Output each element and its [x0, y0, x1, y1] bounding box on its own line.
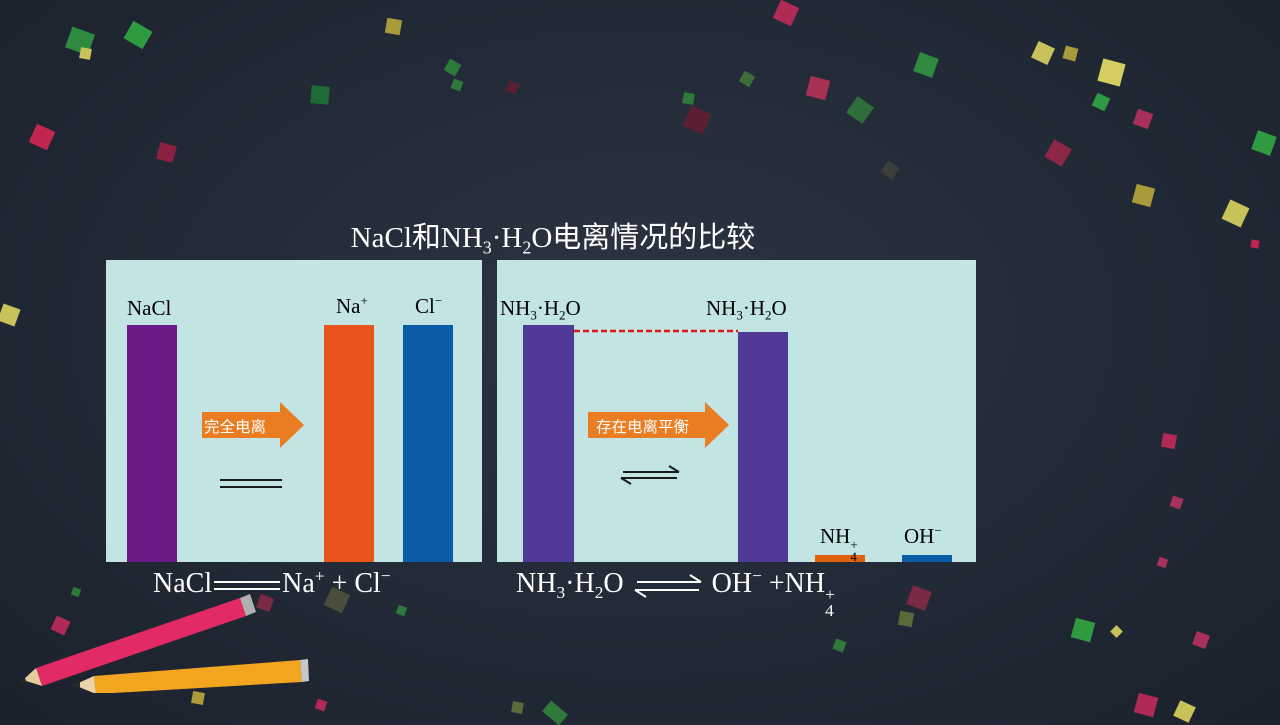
- equals-sign-icon: [220, 479, 282, 488]
- confetti-square: [1131, 183, 1156, 208]
- confetti-square: [1132, 108, 1154, 130]
- confetti-square: [384, 17, 403, 36]
- confetti-square: [310, 85, 330, 105]
- equation-charge: −: [380, 566, 391, 586]
- confetti-square: [505, 80, 520, 95]
- confetti-square: [738, 70, 756, 88]
- title-text: NaCl和NH: [350, 222, 483, 254]
- confetti-square: [395, 604, 408, 617]
- yellow-pencil-icon: [72, 659, 309, 693]
- confetti-square: [191, 691, 205, 705]
- confetti-square: [0, 303, 21, 327]
- na-ion-label: Na+: [336, 293, 368, 318]
- confetti-square: [906, 585, 932, 611]
- nacl-ionization-equation: NaCl Na+ + Cl−: [153, 566, 391, 600]
- confetti-square: [1160, 432, 1178, 450]
- confetti-square: [156, 142, 177, 163]
- nacl-comparison-panel: NaCl Na+ Cl− 完全电离: [106, 260, 482, 562]
- equation-term: Na: [282, 568, 315, 599]
- equation-subsup: +4: [825, 584, 835, 621]
- confetti-square: [1169, 495, 1184, 510]
- equation-charge: −: [752, 566, 762, 586]
- title-subscript: 2: [522, 237, 532, 258]
- confetti-square: [1044, 139, 1072, 167]
- confetti-square: [511, 701, 524, 714]
- equation-plus: +: [331, 568, 348, 599]
- arrow-label: 存在电离平衡: [596, 418, 690, 436]
- equation-charge: +: [314, 566, 325, 586]
- confetti-square: [1097, 58, 1126, 87]
- confetti-square: [880, 160, 900, 180]
- equation-term: O: [603, 568, 624, 599]
- arrow-label: 完全电离: [204, 418, 267, 436]
- confetti-square: [913, 52, 939, 78]
- nacl-bar: [127, 325, 177, 562]
- title-text: O电离情况的比较: [531, 222, 756, 254]
- confetti-square: [846, 96, 874, 124]
- confetti-square: [123, 20, 153, 50]
- confetti-square: [805, 75, 831, 101]
- slide-title: NaCl和NH3·H2O电离情况的比较: [0, 214, 1106, 256]
- confetti-square: [1031, 41, 1055, 65]
- cl-ion-label: Cl−: [415, 293, 443, 318]
- equation-term: Cl: [354, 568, 381, 599]
- confetti-square: [1070, 617, 1096, 643]
- confetti-square: [1250, 239, 1260, 249]
- title-subscript: 3: [482, 237, 492, 258]
- confetti-square: [682, 92, 695, 105]
- na-ion-bar: [324, 325, 374, 562]
- nh3-h2o-ionization-equation: NH3·H2O OH− +NH +4: [516, 566, 835, 621]
- oh-ion-label: OH−: [904, 523, 942, 548]
- confetti-square: [1091, 92, 1111, 112]
- reversible-arrow-icon: [620, 465, 680, 485]
- nh3-h2o-remaining-bar: [738, 332, 788, 562]
- confetti-square: [1192, 631, 1210, 649]
- confetti-square: [772, 0, 800, 27]
- confetti-square: [1173, 700, 1196, 723]
- equation-plus: +: [768, 568, 785, 599]
- confetti-square: [28, 123, 56, 151]
- confetti-square: [79, 47, 92, 60]
- confetti-square: [314, 698, 328, 712]
- confetti-square: [832, 638, 847, 653]
- cl-ion-bar: [403, 325, 453, 562]
- confetti-square: [682, 105, 712, 135]
- pencils-illustration: [18, 594, 309, 693]
- title-text: ·H: [491, 222, 523, 254]
- complete-ionization-arrow: 完全电离: [202, 402, 304, 448]
- equation-term: NaCl: [153, 568, 213, 599]
- nh4-ion-label: NH +4: [820, 524, 858, 565]
- nh3-h2o-comparison-panel: NH3·H2O NH3·H2O NH +4 OH− 存在电离平衡: [497, 260, 976, 565]
- confetti-square: [450, 78, 464, 92]
- confetti-square: [1133, 692, 1159, 718]
- confetti-square: [542, 700, 568, 725]
- reversible-arrow-icon: [634, 573, 702, 598]
- nh3-h2o-initial-bar: [523, 325, 574, 562]
- confetti-square: [897, 610, 915, 628]
- confetti-square: [443, 58, 462, 77]
- confetti-square: [1156, 556, 1169, 569]
- equation-term: ·H: [565, 568, 595, 599]
- equation-term: NH: [784, 568, 826, 599]
- nh4-ion-bar: [815, 555, 865, 562]
- equation-term: OH: [711, 568, 753, 599]
- confetti-square: [1251, 130, 1277, 156]
- equals-sign-icon: [214, 580, 281, 590]
- confetti-square: [1062, 45, 1079, 62]
- equilibrium-arrow: 存在电离平衡: [588, 402, 729, 448]
- nh3-h2o-remaining-label: NH3·H2O: [706, 296, 787, 323]
- oh-ion-bar: [902, 555, 952, 562]
- pink-pencil-icon: [18, 594, 256, 686]
- confetti-square: [1221, 199, 1250, 228]
- nacl-label: NaCl: [127, 296, 172, 320]
- nh3-h2o-label: NH3·H2O: [500, 296, 581, 323]
- equation-term: NH: [516, 568, 557, 599]
- equilibrium-level-dashed-line: [574, 329, 738, 333]
- confetti-square: [1110, 625, 1123, 638]
